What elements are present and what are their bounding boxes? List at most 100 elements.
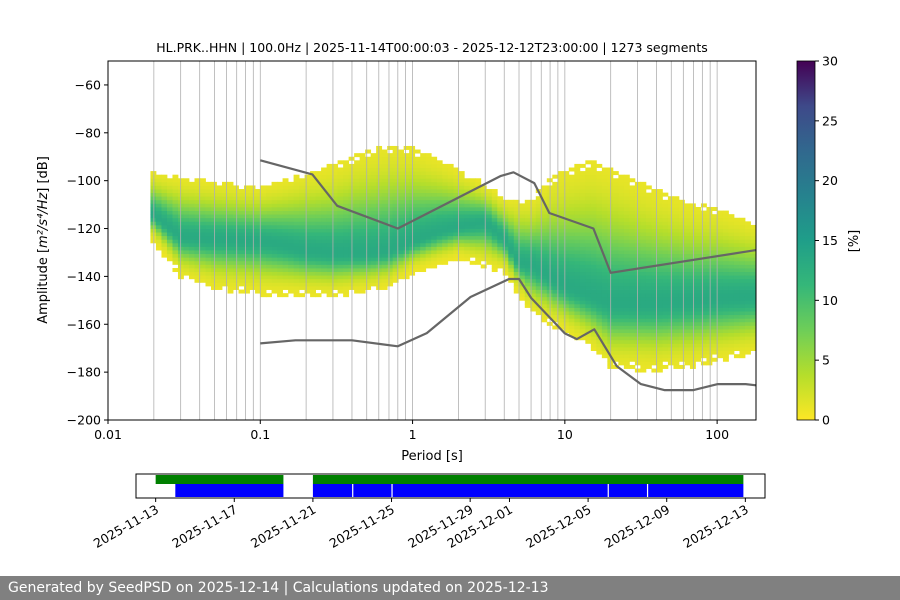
psd-density-cell <box>563 282 570 287</box>
psd-density-cell <box>651 325 658 330</box>
psd-density-cell <box>717 354 724 359</box>
psd-density-cell <box>574 167 581 172</box>
psd-density-cell <box>596 196 603 201</box>
psd-density-cell <box>233 242 239 247</box>
psd-density-cell <box>315 174 322 179</box>
psd-density-cell <box>332 174 339 179</box>
psd-density-cell <box>618 224 625 229</box>
psd-density-cell <box>310 210 316 215</box>
psd-density-cell <box>398 257 405 262</box>
psd-density-cell <box>717 332 724 337</box>
psd-density-cell <box>629 206 636 211</box>
psd-density-cell <box>656 210 663 215</box>
psd-density-cell <box>535 224 542 229</box>
psd-density-cell <box>623 271 630 276</box>
psd-density-cell <box>695 210 702 215</box>
psd-density-cell <box>420 224 427 229</box>
psd-density-cell <box>744 278 751 283</box>
psd-density-cell <box>585 192 592 197</box>
psd-density-cell <box>370 189 377 194</box>
psd-density-cell <box>684 300 691 305</box>
psd-density-cell <box>442 239 449 244</box>
psd-density-cell <box>733 224 740 229</box>
psd-density-cell <box>244 271 250 276</box>
psd-density-cell <box>332 206 339 211</box>
psd-density-cell <box>453 242 460 247</box>
psd-density-cell <box>299 271 305 276</box>
psd-density-cell <box>552 318 559 323</box>
psd-density-cell <box>359 153 366 158</box>
psd-density-cell <box>321 289 328 294</box>
psd-density-cell <box>744 314 751 319</box>
psd-density-cell <box>695 307 702 312</box>
psd-density-cell <box>579 214 586 219</box>
psd-density-cell <box>568 174 575 179</box>
psd-density-cell <box>326 178 333 183</box>
psd-density-cell <box>722 217 729 222</box>
psd-density-cell <box>365 174 372 179</box>
psd-density-cell <box>266 235 272 240</box>
psd-density-cell <box>530 250 537 255</box>
psd-density-cell <box>304 199 311 204</box>
psd-density-cell <box>211 224 217 229</box>
psd-density-cell <box>194 232 201 237</box>
psd-density-cell <box>513 242 520 247</box>
psd-density-cell <box>563 303 570 308</box>
psd-density-cell <box>590 167 597 172</box>
psd-density-cell <box>365 282 372 287</box>
psd-density-cell <box>249 246 256 251</box>
psd-density-cell <box>238 217 245 222</box>
psd-density-cell <box>700 339 707 344</box>
psd-density-cell <box>535 199 542 204</box>
psd-density-cell <box>524 260 531 265</box>
psd-density-cell <box>623 185 630 190</box>
psd-density-cell <box>381 153 388 158</box>
psd-density-cell <box>629 336 636 341</box>
psd-density-cell <box>425 242 432 247</box>
psd-density-cell <box>579 282 586 287</box>
psd-density-cell <box>524 257 531 262</box>
psd-density-cell <box>706 329 713 334</box>
psd-density-cell <box>497 253 504 258</box>
psd-density-cell <box>172 239 179 244</box>
psd-density-cell <box>585 336 592 341</box>
psd-density-cell <box>711 303 718 308</box>
psd-density-cell <box>640 350 647 355</box>
psd-density-cell <box>211 221 217 226</box>
psd-density-cell <box>475 210 482 215</box>
psd-density-cell <box>216 242 223 247</box>
psd-density-cell <box>750 347 757 351</box>
psd-density-cell <box>695 343 702 348</box>
psd-density-cell <box>728 339 735 344</box>
psd-density-cell <box>310 239 316 244</box>
psd-density-cell <box>684 329 691 334</box>
psd-density-cell <box>568 314 575 319</box>
psd-density-cell <box>662 242 669 247</box>
psd-density-cell <box>480 206 487 211</box>
timeline-tick-label: 2025-11-25 <box>327 502 397 551</box>
psd-density-cell <box>502 239 509 244</box>
psd-density-cell <box>629 228 636 233</box>
psd-density-cell <box>150 221 157 226</box>
psd-density-cell <box>249 192 256 197</box>
psd-density-cell <box>277 275 283 280</box>
psd-density-cell <box>667 210 674 215</box>
psd-density-cell <box>667 250 674 255</box>
psd-density-cell <box>381 260 388 265</box>
psd-density-cell <box>354 189 361 194</box>
psd-density-cell <box>194 217 201 222</box>
psd-density-cell <box>447 246 454 251</box>
psd-density-cell <box>216 239 223 244</box>
psd-density-cell <box>673 239 680 244</box>
psd-density-cell <box>733 303 740 308</box>
psd-density-cell <box>673 278 680 283</box>
psd-density-cell <box>315 264 322 269</box>
psd-density-cell <box>194 228 201 233</box>
psd-density-cell <box>255 235 261 240</box>
psd-density-cell <box>552 300 559 305</box>
psd-density-cell <box>563 329 570 334</box>
noise-model-nlnm <box>260 277 757 392</box>
psd-density-cell <box>563 271 570 276</box>
psd-density-cell <box>733 289 740 294</box>
psd-density-cell <box>678 300 685 305</box>
